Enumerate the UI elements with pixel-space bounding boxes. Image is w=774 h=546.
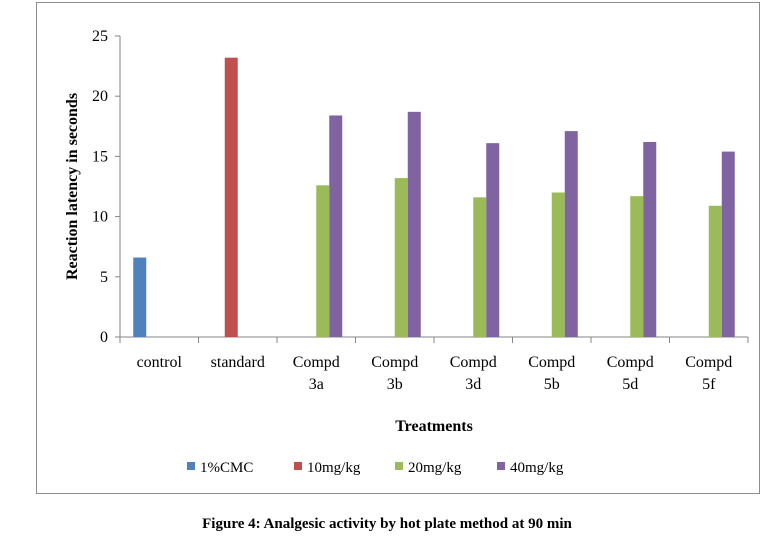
bar-40mg/kg [329,115,343,338]
y-axis-title: Reaction latency in seconds [64,93,81,280]
category-label: standard [211,354,265,371]
legend-item: 40mg/kg [497,460,564,476]
legend-label: 10mg/kg [307,460,361,476]
legend-swatch [497,462,505,470]
legend-item: 1%CMC [187,460,253,476]
bars [133,57,735,338]
legend: 1%CMC 10mg/kg 20mg/kg 40mg/kg [187,460,564,476]
chart-frame: 0 5 10 15 20 25 control standard Compd 3a Compd 3b… [36,2,760,494]
bar-10mg/kg [224,57,238,338]
y-tick-label: 0 [100,329,108,346]
bar-20mg/kg [394,178,408,337]
legend-item: 10mg/kg [294,460,361,476]
bar-20mg/kg [473,197,487,337]
y-tick-label: 15 [92,148,108,165]
bar-20mg/kg [630,196,644,337]
bar-20mg/kg [708,205,722,337]
category-label: Compd 3d [450,354,497,393]
legend-label: 1%CMC [200,460,253,476]
bar-40mg/kg [407,111,421,338]
legend-swatch [395,462,403,470]
bar-20mg/kg [316,185,330,337]
category-label: Compd 3a [293,354,340,393]
category-label: Compd 5d [607,354,654,393]
figure-caption: Figure 4: Analgesic activity by hot plat… [202,516,572,532]
bar-40mg/kg [564,131,578,337]
category-labels: control standard Compd 3a Compd 3b Compd 3d Comp… [137,354,733,393]
bar-1%CMC [133,257,147,337]
legend-label: 20mg/kg [408,460,462,476]
legend-label: 40mg/kg [510,460,564,476]
legend-swatch [187,462,195,470]
y-tick-label: 10 [92,209,108,226]
legend-item: 20mg/kg [395,460,462,476]
bar-40mg/kg [486,143,500,337]
y-tick-label: 20 [92,88,108,105]
x-axis-title: Treatments [395,418,473,435]
category-label: Compd 5b [528,354,575,393]
category-label: Compd 3b [371,354,418,393]
bar-40mg/kg [643,141,657,337]
y-tick-label: 25 [92,28,108,45]
category-label: Compd 5f [685,354,732,393]
tick-labels: 0 5 10 15 20 25 [92,28,108,346]
legend-swatch [294,462,302,470]
bar-20mg/kg [551,192,565,337]
bar-chart: 0 5 10 15 20 25 control standard Compd 3a Compd 3b… [64,28,749,476]
category-label: control [137,354,183,371]
bar-40mg/kg [721,151,735,337]
y-tick-label: 5 [100,269,108,286]
